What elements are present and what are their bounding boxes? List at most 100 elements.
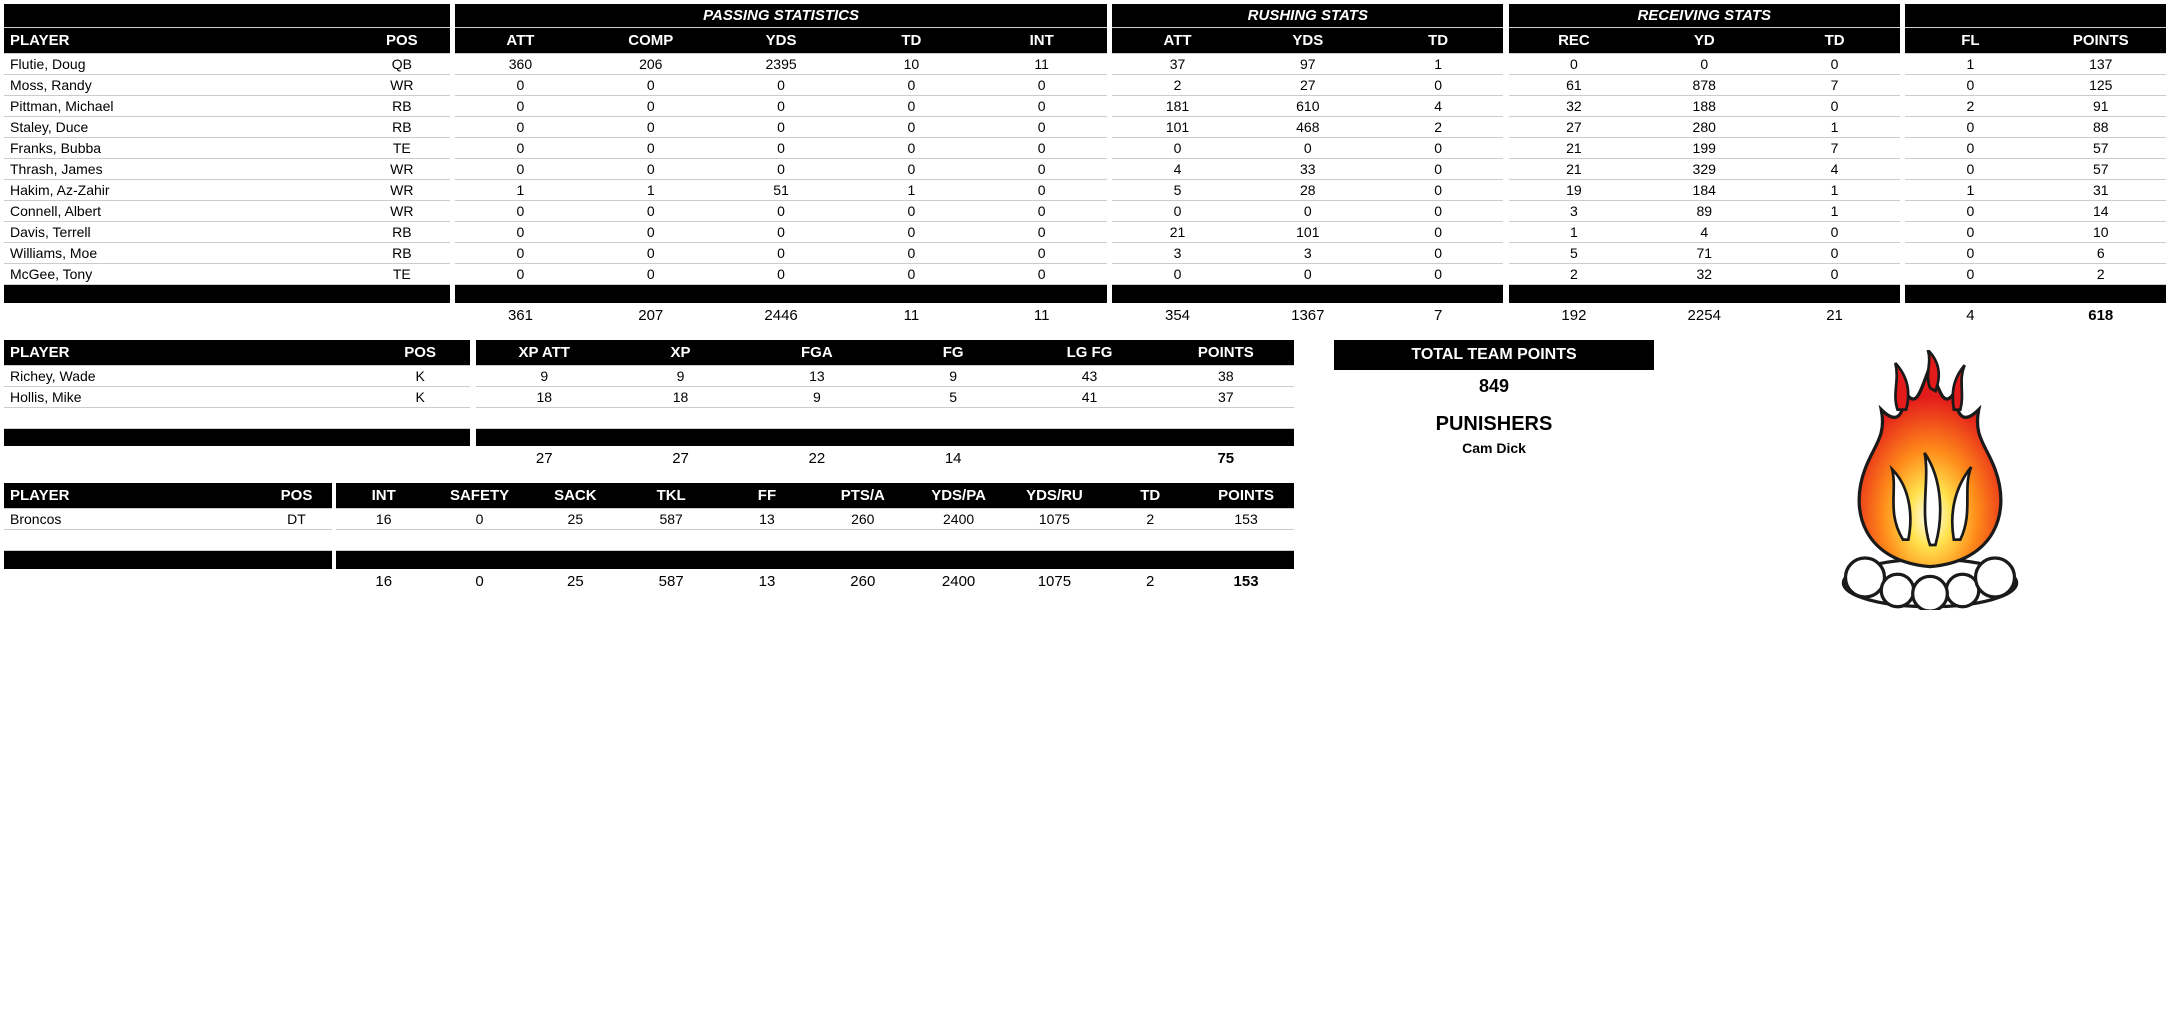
col-p-td: TD (846, 28, 976, 54)
cell-p_comp: 0 (586, 138, 716, 159)
cell-pos: RB (354, 222, 450, 243)
col-p-int: INT (977, 28, 1107, 54)
cell-r_att: 0 (1112, 264, 1242, 285)
cell-p_att: 0 (455, 201, 585, 222)
cell-p_comp: 0 (586, 75, 716, 96)
cell-points: 38 (1158, 365, 1294, 386)
cell-fl: 0 (1905, 75, 2035, 96)
owner-name: Cam Dick (1334, 436, 1654, 456)
cell-ptsa: 260 (815, 509, 911, 530)
cell-r_yds: 3 (1243, 243, 1373, 264)
cell-rec_yd: 184 (1639, 180, 1769, 201)
cell-player: Flutie, Doug (4, 54, 354, 75)
table-row: McGee, TonyTE00000000232002 (4, 264, 2166, 285)
kcol-player: PLAYER (4, 340, 370, 366)
kcol-fga: FGA (749, 340, 885, 366)
ktot-points: 75 (1158, 446, 1294, 469)
cell-r_yds: 27 (1243, 75, 1373, 96)
cell-p_td: 0 (846, 117, 976, 138)
table-row: Hakim, Az-ZahirWR1151105280191841131 (4, 180, 2166, 201)
cell-p_comp: 1 (586, 180, 716, 201)
dcol-tkl: TKL (623, 483, 719, 509)
cell-r_att: 2 (1112, 75, 1242, 96)
cell-fl: 0 (1905, 243, 2035, 264)
tot-rec-yd: 2254 (1639, 303, 1769, 326)
cell-rec: 61 (1509, 75, 1639, 96)
cell-p_int: 0 (977, 264, 1107, 285)
cell-rec_yd: 329 (1639, 159, 1769, 180)
cell-rec: 27 (1509, 117, 1639, 138)
cell-p_td: 0 (846, 159, 976, 180)
dcol-pos: POS (261, 483, 332, 509)
table-row: BroncosDT1602558713260240010752153 (4, 509, 1294, 530)
cell-rec_td: 0 (1769, 264, 1899, 285)
cell-rec: 5 (1509, 243, 1639, 264)
dtot-td: 2 (1102, 569, 1198, 592)
kcol-fg: FG (885, 340, 1021, 366)
cell-p_int: 0 (977, 180, 1107, 201)
cell-rec_yd: 188 (1639, 96, 1769, 117)
col-r-td: TD (1373, 28, 1503, 54)
cell-points: 57 (2036, 159, 2166, 180)
cell-p_int: 0 (977, 96, 1107, 117)
cell-p_int: 11 (977, 54, 1107, 75)
cell-p_yds: 0 (716, 96, 846, 117)
cell-p_att: 0 (455, 138, 585, 159)
cell-p_yds: 0 (716, 222, 846, 243)
cell-p_int: 0 (977, 75, 1107, 96)
dcol-player: PLAYER (4, 483, 261, 509)
col-rec: REC (1509, 28, 1639, 54)
dcol-int: INT (336, 483, 432, 509)
kcol-xp: XP (612, 340, 748, 366)
cell-int: 16 (336, 509, 432, 530)
ktot-fg: 14 (885, 446, 1021, 469)
cell-ydsru: 1075 (1007, 509, 1103, 530)
cell-player: Hakim, Az-Zahir (4, 180, 354, 201)
cell-pos: WR (354, 180, 450, 201)
cell-player: Connell, Albert (4, 201, 354, 222)
cell-r_yds: 33 (1243, 159, 1373, 180)
dtot-tkl: 587 (623, 569, 719, 592)
cell-p_comp: 0 (586, 159, 716, 180)
cell-points: 31 (2036, 180, 2166, 201)
cell-p_int: 0 (977, 222, 1107, 243)
cell-points: 137 (2036, 54, 2166, 75)
cell-r_yds: 468 (1243, 117, 1373, 138)
group-rushing: RUSHING STATS (1112, 4, 1503, 28)
cell-pos: WR (354, 159, 450, 180)
cell-rec: 1 (1509, 222, 1639, 243)
cell-pos: K (370, 386, 470, 407)
dtot-int: 16 (336, 569, 432, 592)
cell-td: 2 (1102, 509, 1198, 530)
cell-p_td: 0 (846, 96, 976, 117)
cell-p_att: 0 (455, 264, 585, 285)
cell-rec_td: 1 (1769, 117, 1899, 138)
cell-rec_yd: 878 (1639, 75, 1769, 96)
cell-p_comp: 0 (586, 222, 716, 243)
group-passing: PASSING STATISTICS (455, 4, 1107, 28)
cell-rec_yd: 32 (1639, 264, 1769, 285)
cell-r_yds: 0 (1243, 201, 1373, 222)
cell-p_att: 0 (455, 75, 585, 96)
tot-r-td: 7 (1373, 303, 1503, 326)
dcol-safety: SAFETY (432, 483, 528, 509)
tot-points: 618 (2036, 303, 2166, 326)
cell-r_td: 2 (1373, 117, 1503, 138)
cell-p_int: 0 (977, 159, 1107, 180)
total-team-points-value: 849 (1334, 370, 1654, 413)
cell-p_td: 0 (846, 138, 976, 159)
col-rec-td: TD (1769, 28, 1899, 54)
tot-rec-td: 21 (1769, 303, 1899, 326)
cell-p_int: 0 (977, 243, 1107, 264)
table-row: Moss, RandyWR0000022706187870125 (4, 75, 2166, 96)
cell-r_td: 0 (1373, 138, 1503, 159)
tot-p-int: 11 (977, 303, 1107, 326)
cell-points: 10 (2036, 222, 2166, 243)
tot-p-td: 11 (846, 303, 976, 326)
cell-pos: WR (354, 201, 450, 222)
cell-fl: 0 (1905, 222, 2035, 243)
cell-player: Davis, Terrell (4, 222, 354, 243)
cell-tkl: 587 (623, 509, 719, 530)
col-rec-yd: YD (1639, 28, 1769, 54)
cell-rec_yd: 4 (1639, 222, 1769, 243)
